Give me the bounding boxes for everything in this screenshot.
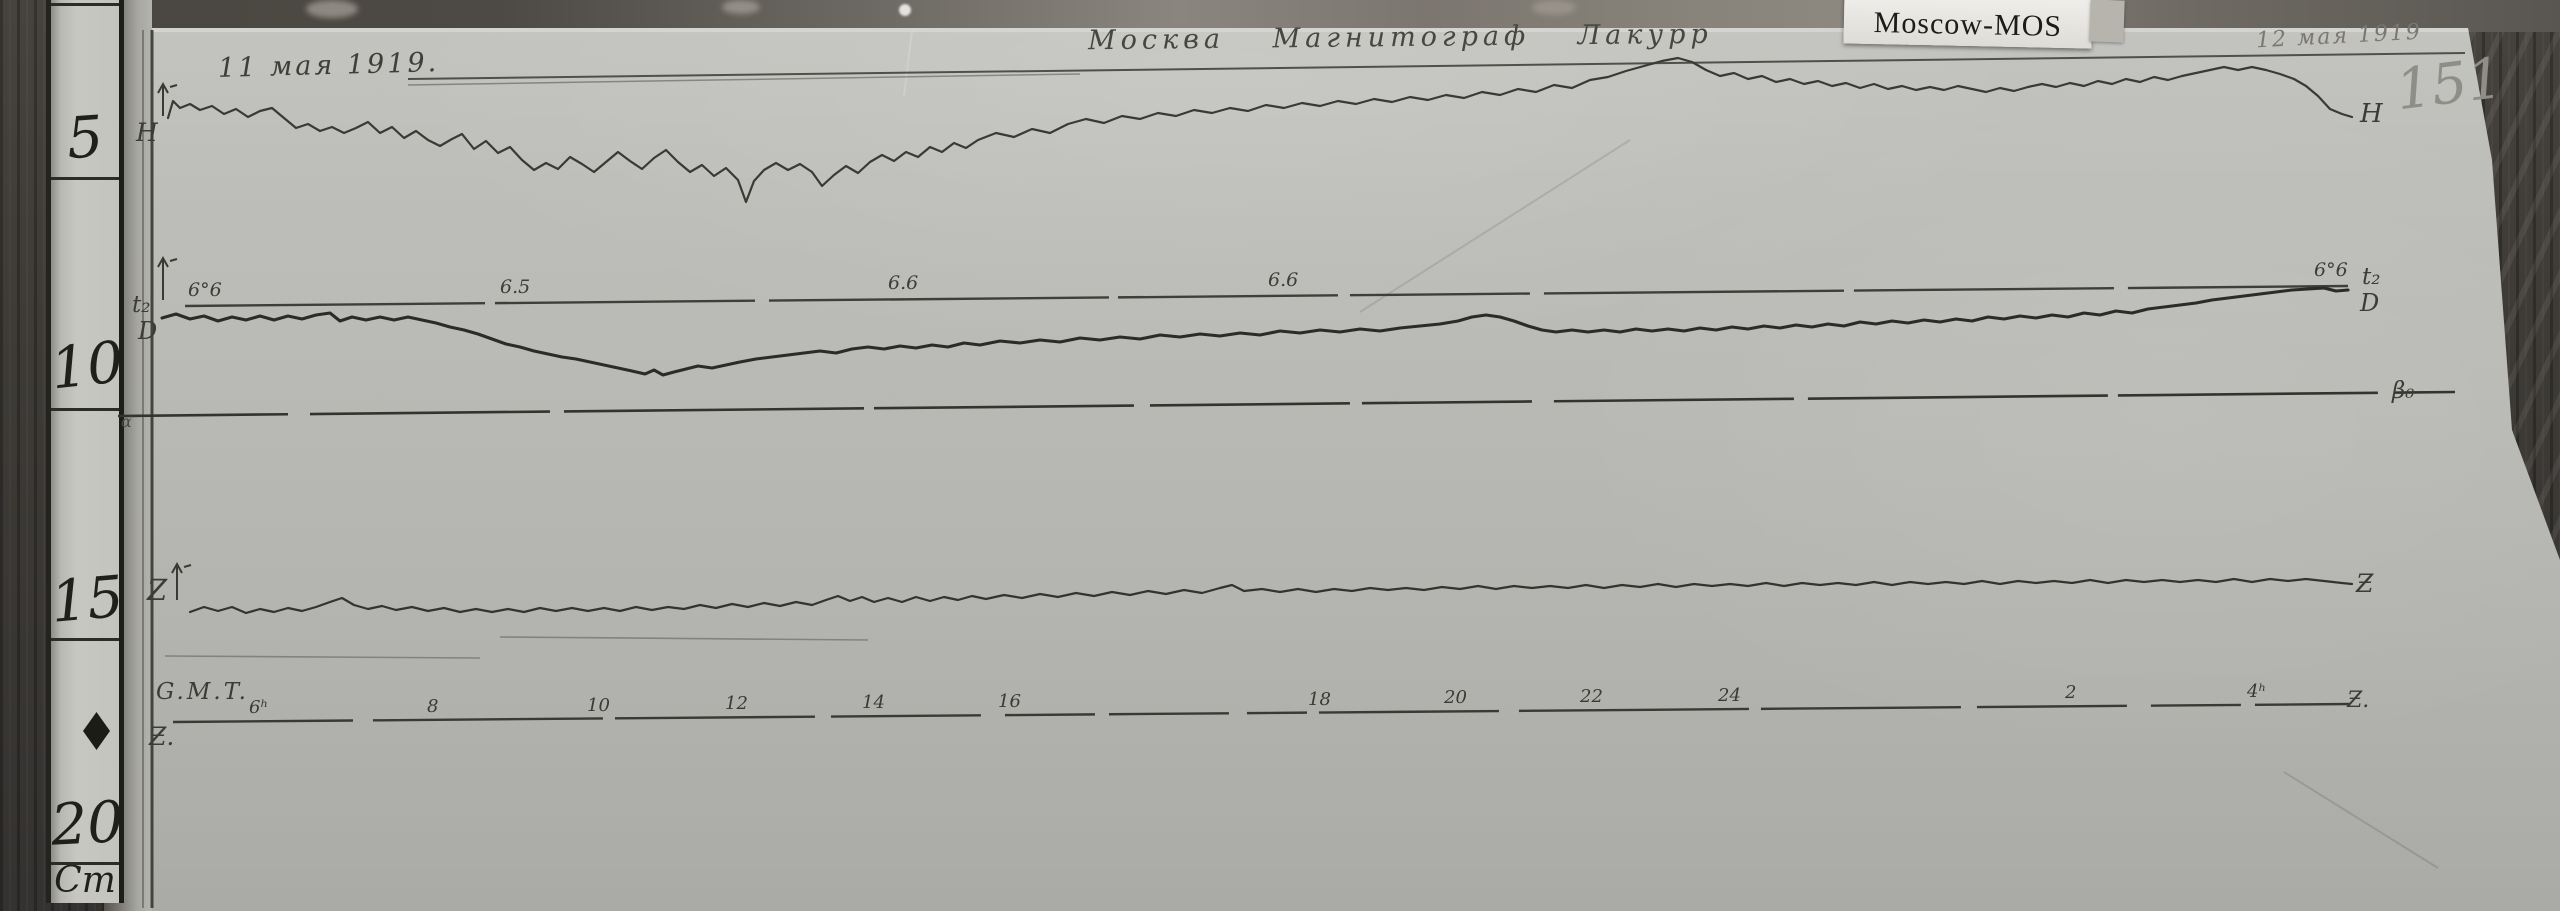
magnetogram-paper — [110, 28, 2560, 911]
station-label: Moscow-MOS — [1873, 6, 2063, 43]
ruler-mark-15: 15 — [48, 563, 127, 636]
ruler-mark-20: 20 — [49, 789, 126, 859]
station-label-card: Moscow-MOS — [1843, 0, 2093, 49]
ruler-mark-5: 5 — [64, 103, 106, 173]
cm-ruler: Cm 5 10 15 20 — [46, 0, 127, 903]
ruler-tick — [51, 408, 119, 411]
clip-highlight — [306, 0, 358, 18]
ruler-mark-10: 10 — [47, 329, 127, 403]
shelf-edge-strip — [45, 0, 2560, 32]
ruler-tick — [51, 177, 119, 180]
ruler-unit-label: Cm — [54, 860, 116, 901]
ruler-tick — [51, 638, 119, 641]
clip-highlight — [722, 0, 760, 14]
station-card-clip — [2089, 0, 2125, 43]
ruler-diamond-marker — [83, 712, 110, 750]
pin-highlight — [899, 4, 911, 16]
ruler-tick — [51, 862, 119, 865]
clip-highlight — [1532, 0, 1576, 15]
ruler-tick — [51, 3, 119, 6]
